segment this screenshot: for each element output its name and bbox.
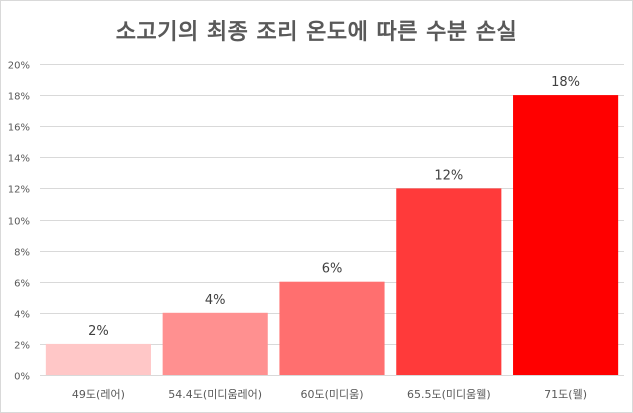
data-label: 12% <box>434 168 463 183</box>
category-label: 65.5도(미디움웰) <box>407 388 491 401</box>
bar <box>396 188 502 375</box>
data-labels: 2% 4% 6% 12% 18% <box>88 75 580 339</box>
y-tick-label: 2% <box>14 341 30 352</box>
data-label: 6% <box>322 262 343 277</box>
chart-title: 소고기의 최종 조리 온도에 따른 수분 손실 <box>115 20 518 45</box>
y-tick-label: 18% <box>8 92 30 103</box>
bar <box>279 281 385 375</box>
bar <box>162 312 268 375</box>
y-tick-label: 10% <box>8 217 30 228</box>
category-label: 60도(미디움) <box>300 388 363 401</box>
category-label: 54.4도(미디움레어) <box>168 388 262 401</box>
data-label: 2% <box>88 324 109 339</box>
y-tick-label: 4% <box>14 310 30 321</box>
y-tick-label: 8% <box>14 248 30 259</box>
category-label: 49도(레어) <box>72 388 125 401</box>
data-label: 4% <box>205 293 226 308</box>
y-axis-ticks: 0% 2% 4% 6% 8% 10% 12% 14% 16% 18% 20% <box>8 61 30 383</box>
bars <box>45 95 619 375</box>
y-tick-label: 12% <box>8 185 30 196</box>
y-tick-label: 20% <box>8 61 30 72</box>
category-label: 71도(웰) <box>544 388 587 401</box>
y-tick-label: 14% <box>8 154 30 165</box>
y-tick-label: 6% <box>14 279 30 290</box>
y-tick-label: 0% <box>14 372 30 383</box>
data-label: 18% <box>551 75 580 90</box>
x-axis-categories: 49도(레어) 54.4도(미디움레어) 60도(미디움) 65.5도(미디움웰) 71… <box>72 388 587 401</box>
bar <box>513 95 619 375</box>
bar <box>45 343 151 375</box>
y-tick-label: 16% <box>8 123 30 134</box>
